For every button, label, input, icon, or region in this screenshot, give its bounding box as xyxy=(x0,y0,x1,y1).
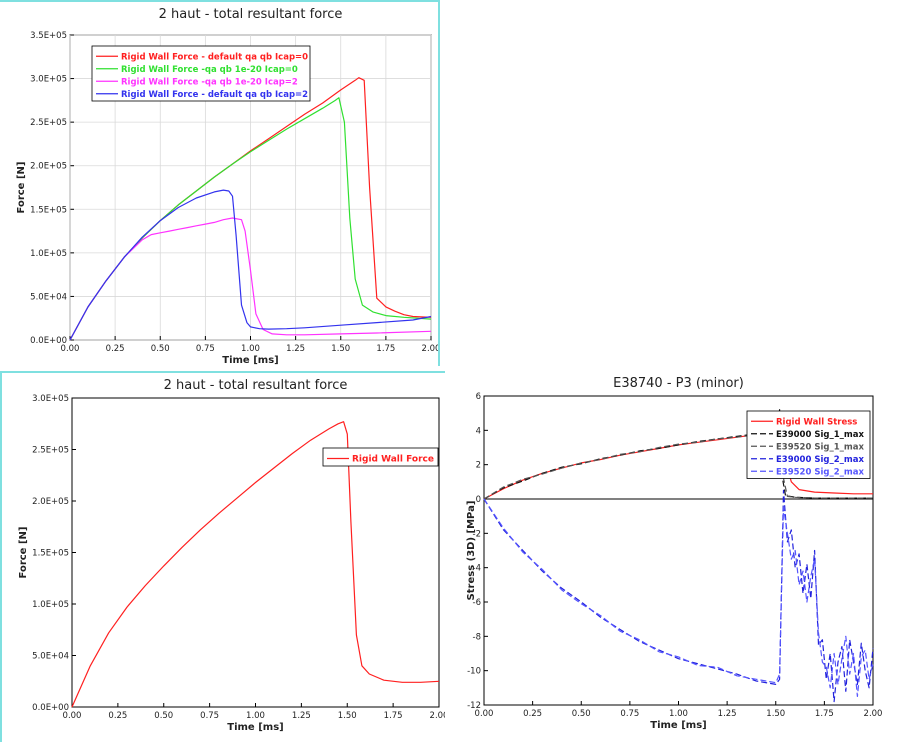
x-tick-label: 1.75 xyxy=(815,709,834,719)
y-tick-label: 3.0E+05 xyxy=(32,394,69,404)
legend-box xyxy=(746,410,871,479)
x-tick-label: 0.25 xyxy=(108,711,127,721)
x-tick-label: 0.75 xyxy=(620,709,639,719)
x-tick-label: 0.00 xyxy=(61,344,80,354)
legend-box xyxy=(91,45,311,102)
series-line xyxy=(483,498,874,697)
chart-total-force-comparison: 2 haut - total resultant force 0.0E+00 5.0… xyxy=(16,7,438,366)
y-tick-label: 5.0E+04 xyxy=(30,292,67,302)
legend-label: Rigid Wall Force xyxy=(352,455,434,465)
x-tick-label: 0.25 xyxy=(523,709,542,719)
x-tick-label: 2.00 xyxy=(430,711,445,721)
y-tick-label: 2.0E+05 xyxy=(30,162,67,172)
y-tick-label: 3.0E+05 xyxy=(30,75,67,85)
y-tick-label: 2.5E+05 xyxy=(30,118,67,128)
x-axis-label: Time [ms] xyxy=(227,722,283,733)
x-tick-label: 2.00 xyxy=(864,709,883,719)
series-line xyxy=(483,415,873,500)
legend-label: Rigid Wall Force -qa qb 1e-20 Icap=2 xyxy=(121,77,298,87)
series-line xyxy=(71,421,440,708)
y-tick-label: 2.0E+05 xyxy=(32,497,69,507)
x-tick-label: 1.25 xyxy=(292,711,311,721)
chart-total-force-rigid-wall: 2 haut - total resultant force 0.0E+00 5.0… xyxy=(18,378,445,733)
legend-label: Rigid Wall Stress xyxy=(776,417,857,427)
x-tick-label: 0.50 xyxy=(572,709,591,719)
chart-stress-p3-minor: E38740 - P3 (minor) -12 -10 -8 -6 -4 -2 0 2 4 6 0.0… xyxy=(466,376,883,731)
y-tick-label: -6 xyxy=(473,598,481,608)
y-tick-label: 1.0E+05 xyxy=(32,600,69,610)
x-tick-label: 1.75 xyxy=(384,711,403,721)
x-tick-label: 0.00 xyxy=(63,711,82,721)
x-tick-label: 2.00 xyxy=(422,344,438,354)
x-tick-label: 1.00 xyxy=(241,344,260,354)
x-tick-label: 1.25 xyxy=(718,709,737,719)
y-axis-label: Stress (3D) [MPa] xyxy=(466,501,477,601)
x-tick-label: 1.00 xyxy=(246,711,265,721)
legend-box xyxy=(322,447,439,467)
legend-label: E39520 Sig_1_max xyxy=(776,442,864,452)
legend-label: E39000 Sig_2_max xyxy=(776,455,864,465)
chart-panel-stress-p3-minor: E38740 - P3 (minor) -12 -10 -8 -6 -4 -2 0 2 4 6 0.0… xyxy=(450,371,907,742)
plot-area xyxy=(71,397,440,708)
chart-title: 2 haut - total resultant force xyxy=(159,7,343,22)
y-tick-label: -2 xyxy=(473,529,481,539)
y-tick-label: 1.0E+05 xyxy=(30,249,67,259)
chart-title: E38740 - P3 (minor) xyxy=(613,376,744,391)
x-tick-label: 1.50 xyxy=(766,709,785,719)
series-line xyxy=(483,430,873,500)
y-tick-label: 2.5E+05 xyxy=(32,446,69,456)
x-tick-label: 1.50 xyxy=(331,344,350,354)
y-tick-label: 0 xyxy=(476,495,481,505)
x-tick-label: 0.75 xyxy=(196,344,215,354)
legend-label: E39520 Sig_2_max xyxy=(776,467,864,477)
y-tick-label: 4 xyxy=(476,426,481,436)
y-tick-label: -4 xyxy=(473,564,481,574)
y-axis-label: Force [N] xyxy=(16,162,27,214)
legend-label: E39000 Sig_1_max xyxy=(776,430,864,440)
x-tick-label: 1.75 xyxy=(376,344,395,354)
y-tick-label: 1.5E+05 xyxy=(30,205,67,215)
y-tick-label: 5.0E+04 xyxy=(32,652,69,662)
x-tick-label: 0.50 xyxy=(154,711,173,721)
y-tick-label: -12 xyxy=(467,701,481,711)
y-tick-label: -10 xyxy=(467,667,481,677)
series-line xyxy=(69,189,432,341)
x-axis-label: Time [ms] xyxy=(222,355,278,366)
x-tick-label: 0.00 xyxy=(475,709,494,719)
y-tick-label: 6 xyxy=(476,392,481,402)
x-tick-label: 1.25 xyxy=(286,344,305,354)
x-tick-label: 0.25 xyxy=(106,344,125,354)
y-tick-label: 1.5E+05 xyxy=(32,549,69,559)
chart-panel-total-force-comparison: 2 haut - total resultant force 0.0E+00 5.0… xyxy=(0,0,440,366)
series-line xyxy=(69,217,432,341)
x-tick-label: 0.50 xyxy=(151,344,170,354)
legend-label: Rigid Wall Force - default qa qb Icap=2 xyxy=(121,90,308,100)
y-axis-label: Force [N] xyxy=(18,527,29,579)
y-tick-label: 2 xyxy=(476,461,481,471)
x-axis-label: Time [ms] xyxy=(650,720,706,731)
x-tick-label: 1.00 xyxy=(669,709,688,719)
y-tick-label: 0.0E+00 xyxy=(32,703,69,713)
y-tick-label: 0.0E+00 xyxy=(30,336,67,346)
chart-title: 2 haut - total resultant force xyxy=(164,378,348,393)
x-tick-label: 0.75 xyxy=(200,711,219,721)
legend-label: Rigid Wall Force - default qa qb Icap=0 xyxy=(121,52,308,62)
y-tick-label: 3.5E+05 xyxy=(30,31,67,41)
x-tick-label: 1.50 xyxy=(338,711,357,721)
y-tick-label: -8 xyxy=(473,632,481,642)
legend-label: Rigid Wall Force -qa qb 1e-20 Icap=0 xyxy=(121,65,298,75)
chart-panel-total-force-rigid-wall: 2 haut - total resultant force 0.0E+00 5.0… xyxy=(0,371,445,742)
